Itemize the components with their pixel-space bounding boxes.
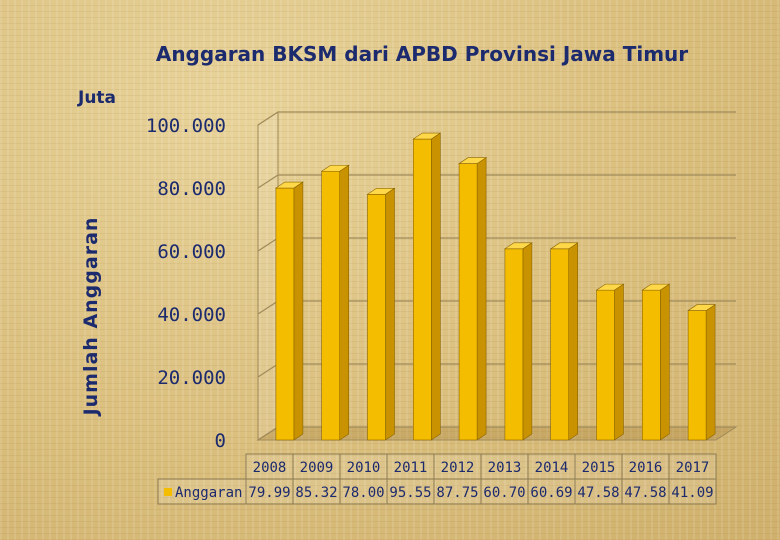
- x-tick-label: 2011: [394, 460, 428, 476]
- bar-side: [293, 181, 304, 441]
- bar: [641, 283, 671, 441]
- bar-top: [320, 164, 350, 172]
- legend-entry: Anggaran: [175, 485, 242, 501]
- bar-top: [274, 181, 304, 189]
- bar-top: [687, 304, 717, 311]
- bar-side: [385, 187, 395, 441]
- bar: [366, 187, 396, 441]
- data-label: 79.99: [248, 485, 290, 501]
- bar-front: [596, 289, 615, 441]
- bar-side: [614, 283, 624, 441]
- bar-side: [659, 283, 670, 441]
- x-tick-label: 2014: [535, 460, 569, 476]
- data-label: 41.09: [671, 485, 713, 501]
- x-tick-label: 2009: [300, 460, 334, 476]
- x-tick-label: 2008: [253, 460, 287, 476]
- bar-top: [595, 283, 625, 291]
- bars: [274, 132, 717, 441]
- bar-top: [503, 242, 533, 250]
- y-tick-label: 80.000: [157, 178, 226, 200]
- bar-side: [339, 164, 350, 441]
- bar-front: [550, 248, 570, 441]
- data-label: 47.58: [577, 485, 619, 501]
- unit-label: Juta: [77, 88, 116, 108]
- bar: [549, 242, 579, 441]
- x-tick-label: 2010: [347, 460, 381, 476]
- bar-front: [458, 163, 478, 441]
- bar: [503, 242, 533, 441]
- y-tick-label: 60.000: [157, 241, 226, 263]
- bar-top: [412, 132, 442, 140]
- bar-side: [522, 242, 533, 441]
- gridline: [257, 111, 736, 126]
- y-tick-label: 40.000: [157, 304, 226, 326]
- y-tick-label: 100.000: [146, 115, 226, 137]
- y-axis-ticks: 0 20.000 40.000 60.000 80.000 100.000: [146, 115, 226, 452]
- bar-side: [568, 242, 579, 441]
- bar-front: [641, 289, 661, 441]
- bar-top: [366, 188, 396, 195]
- bar: [595, 283, 625, 441]
- bar-top: [641, 283, 671, 291]
- bar: [274, 181, 304, 441]
- data-table: 2008 79.99 2009 85.32 2010 78.00 2011 95.55 2012…: [157, 453, 717, 505]
- data-label: 95.55: [389, 485, 431, 501]
- bar: [458, 157, 488, 441]
- x-tick-label: 2013: [488, 460, 522, 476]
- x-tick-label: 2015: [582, 460, 616, 476]
- x-tick-label: 2016: [629, 460, 663, 476]
- y-tick-label: 20.000: [157, 367, 226, 389]
- bar-side: [476, 157, 487, 441]
- x-tick-label: 2017: [676, 460, 710, 476]
- data-label: 47.58: [624, 485, 666, 501]
- y-tick-label: 0: [215, 430, 226, 452]
- data-label: 87.75: [436, 485, 478, 501]
- bar-front: [321, 170, 341, 441]
- legend-swatch: [164, 488, 172, 496]
- x-tick-label: 2012: [441, 460, 475, 476]
- bar-front: [275, 187, 295, 441]
- y-axis-label: Jumlah Anggaran: [80, 217, 102, 418]
- data-label: 85.32: [295, 485, 337, 501]
- bar: [320, 164, 350, 441]
- bar: [412, 132, 442, 441]
- bar-front: [367, 194, 386, 441]
- bar-front: [412, 138, 432, 441]
- bar: [687, 304, 717, 441]
- data-label: 78.00: [342, 485, 384, 501]
- bar-front: [504, 248, 524, 441]
- bar-side: [705, 304, 716, 441]
- data-label: 60.69: [530, 485, 572, 501]
- bar-top: [549, 242, 579, 250]
- data-label: 60.70: [483, 485, 525, 501]
- bar-side: [430, 132, 441, 441]
- bar-top: [458, 157, 488, 164]
- gridline: [257, 174, 736, 189]
- bar-front: [687, 310, 707, 441]
- chart-title: Anggaran BKSM dari APBD Provinsi Jawa Ti…: [156, 42, 688, 66]
